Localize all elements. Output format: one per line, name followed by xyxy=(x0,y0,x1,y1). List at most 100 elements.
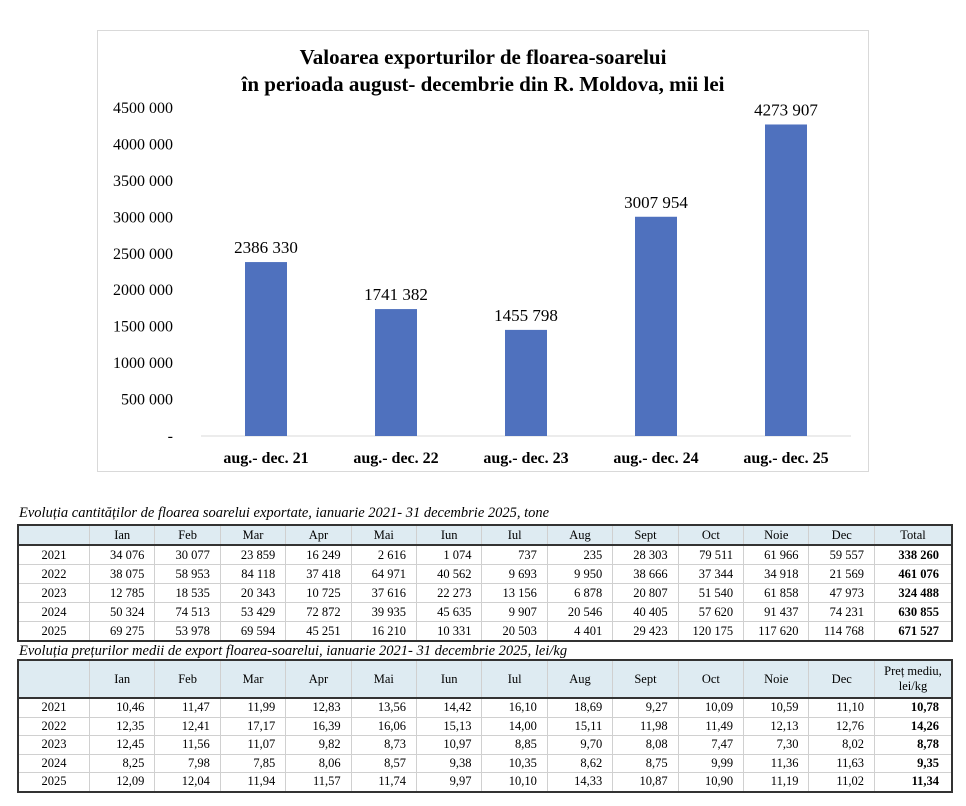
row-total: 630 855 xyxy=(874,602,953,622)
table-cell: 16 249 xyxy=(285,544,352,565)
table-cell: 29 423 xyxy=(612,621,679,642)
table-cell: 7,85 xyxy=(219,753,287,773)
row-total: 671 527 xyxy=(874,621,953,642)
row-year: 2023 xyxy=(17,583,90,603)
table-cell: 11,10 xyxy=(808,697,875,718)
bar xyxy=(505,329,547,436)
table-cell: 69 594 xyxy=(219,621,287,642)
table-cell: 12,04 xyxy=(154,772,221,792)
row-total: 324 488 xyxy=(874,583,953,603)
table-row: 2023 12 785 18 535 20 343 10 725 37 616 22 273… xyxy=(17,583,953,603)
table-cell: 16,39 xyxy=(285,716,352,736)
table-cell: 22 273 xyxy=(416,583,483,603)
table-cell: 45 251 xyxy=(285,621,352,642)
bar xyxy=(635,216,677,436)
table-cell: 9 950 xyxy=(546,564,614,584)
y-tick-label: 3500 000 xyxy=(113,173,173,190)
column-header: Mar xyxy=(219,524,287,546)
table-cell: 61 858 xyxy=(743,583,810,603)
table-cell: 20 807 xyxy=(612,583,679,603)
x-tick-label: aug.- dec. 22 xyxy=(353,450,438,467)
table-row: 2025 12,09 12,04 11,94 11,57 11,74 9,97 10,10 14… xyxy=(17,772,953,792)
table-cell: 117 620 xyxy=(743,621,810,642)
export-value-chart: Valoarea exporturilor de floarea-soarelu… xyxy=(97,30,869,472)
column-header: Feb xyxy=(154,524,221,546)
column-header: Ian xyxy=(88,659,156,699)
table-cell: 235 xyxy=(546,544,614,565)
table-cell: 120 175 xyxy=(677,621,745,642)
column-header: Sept xyxy=(612,524,679,546)
row-year: 2022 xyxy=(17,564,90,584)
column-header: Iun xyxy=(416,659,483,699)
table-cell: 9,38 xyxy=(416,753,483,773)
table-cell: 20 503 xyxy=(481,621,548,642)
table-cell: 10,35 xyxy=(481,753,548,773)
column-header: Total xyxy=(874,524,953,546)
table-cell: 30 077 xyxy=(154,544,221,565)
column-header: Mai xyxy=(350,524,418,546)
x-tick-label: aug.- dec. 24 xyxy=(613,450,698,467)
table-cell: 8,25 xyxy=(88,753,156,773)
column-header: Aug xyxy=(546,659,614,699)
y-tick-label: 1000 000 xyxy=(113,355,173,372)
row-year: 2021 xyxy=(17,697,90,718)
chart-subtitle: în perioada august- decembrie din R. Mol… xyxy=(241,72,725,96)
table-cell: 7,30 xyxy=(743,735,810,755)
table-cell: 9,97 xyxy=(416,772,483,792)
row-total: 461 076 xyxy=(874,564,953,584)
table-cell: 16,06 xyxy=(350,716,418,736)
bar xyxy=(375,309,417,436)
table-cell: 12,45 xyxy=(88,735,156,755)
table-cell: 74 513 xyxy=(154,602,221,622)
data-label: 2386 330 xyxy=(234,238,298,257)
table-cell: 10,87 xyxy=(612,772,679,792)
y-tick-label: 2000 000 xyxy=(113,282,173,299)
table-cell: 11,49 xyxy=(677,716,745,736)
table-cell: 18,69 xyxy=(546,697,614,718)
column-header: Iul xyxy=(481,524,548,546)
table-cell: 34 076 xyxy=(88,544,156,565)
column-header xyxy=(17,524,90,546)
column-header: Feb xyxy=(154,659,221,699)
table-cell: 13,56 xyxy=(350,697,418,718)
bar xyxy=(765,124,807,436)
table-row: 2023 12,45 11,56 11,07 9,82 8,73 10,97 8,85 9,70… xyxy=(17,735,953,755)
table-cell: 14,42 xyxy=(416,697,483,718)
column-header: Iul xyxy=(481,659,548,699)
table-cell: 37 344 xyxy=(677,564,745,584)
table-cell: 38 666 xyxy=(612,564,679,584)
table-cell: 9 907 xyxy=(481,602,548,622)
table-cell: 10,90 xyxy=(677,772,745,792)
table-cell: 737 xyxy=(481,544,548,565)
table-cell: 11,47 xyxy=(154,697,221,718)
table-cell: 9,70 xyxy=(546,735,614,755)
table-cell: 51 540 xyxy=(677,583,745,603)
row-total: 338 260 xyxy=(874,544,953,565)
table-cell: 11,07 xyxy=(219,735,287,755)
table-cell: 72 872 xyxy=(285,602,352,622)
y-tick-label: 4000 000 xyxy=(113,136,173,153)
price-table: Ian Feb Mar Apr Mai Iun Iul Aug Sept Oct Noie Dec Pr… xyxy=(17,659,953,793)
table-cell: 50 324 xyxy=(88,602,156,622)
table-cell: 16 210 xyxy=(350,621,418,642)
row-total: 9,35 xyxy=(874,753,953,773)
table-cell: 21 569 xyxy=(808,564,875,584)
table-cell: 61 966 xyxy=(743,544,810,565)
column-header: Iun xyxy=(416,524,483,546)
table-cell: 10 331 xyxy=(416,621,483,642)
table-cell: 7,47 xyxy=(677,735,745,755)
table-cell: 15,13 xyxy=(416,716,483,736)
column-header: Mar xyxy=(219,659,287,699)
row-total: 11,34 xyxy=(874,772,953,792)
column-header: Noie xyxy=(743,659,810,699)
x-tick-label: aug.- dec. 21 xyxy=(223,450,308,467)
chart-title: Valoarea exporturilor de floarea-soarelu… xyxy=(300,45,667,69)
x-tick-label: aug.- dec. 23 xyxy=(483,450,568,467)
table-cell: 37 616 xyxy=(350,583,418,603)
row-year: 2023 xyxy=(17,735,90,755)
bar xyxy=(245,262,287,436)
table-cell: 11,74 xyxy=(350,772,418,792)
x-tick-label: aug.- dec. 25 xyxy=(743,450,828,467)
y-tick-label: 3000 000 xyxy=(113,209,173,226)
table-cell: 12,09 xyxy=(88,772,156,792)
